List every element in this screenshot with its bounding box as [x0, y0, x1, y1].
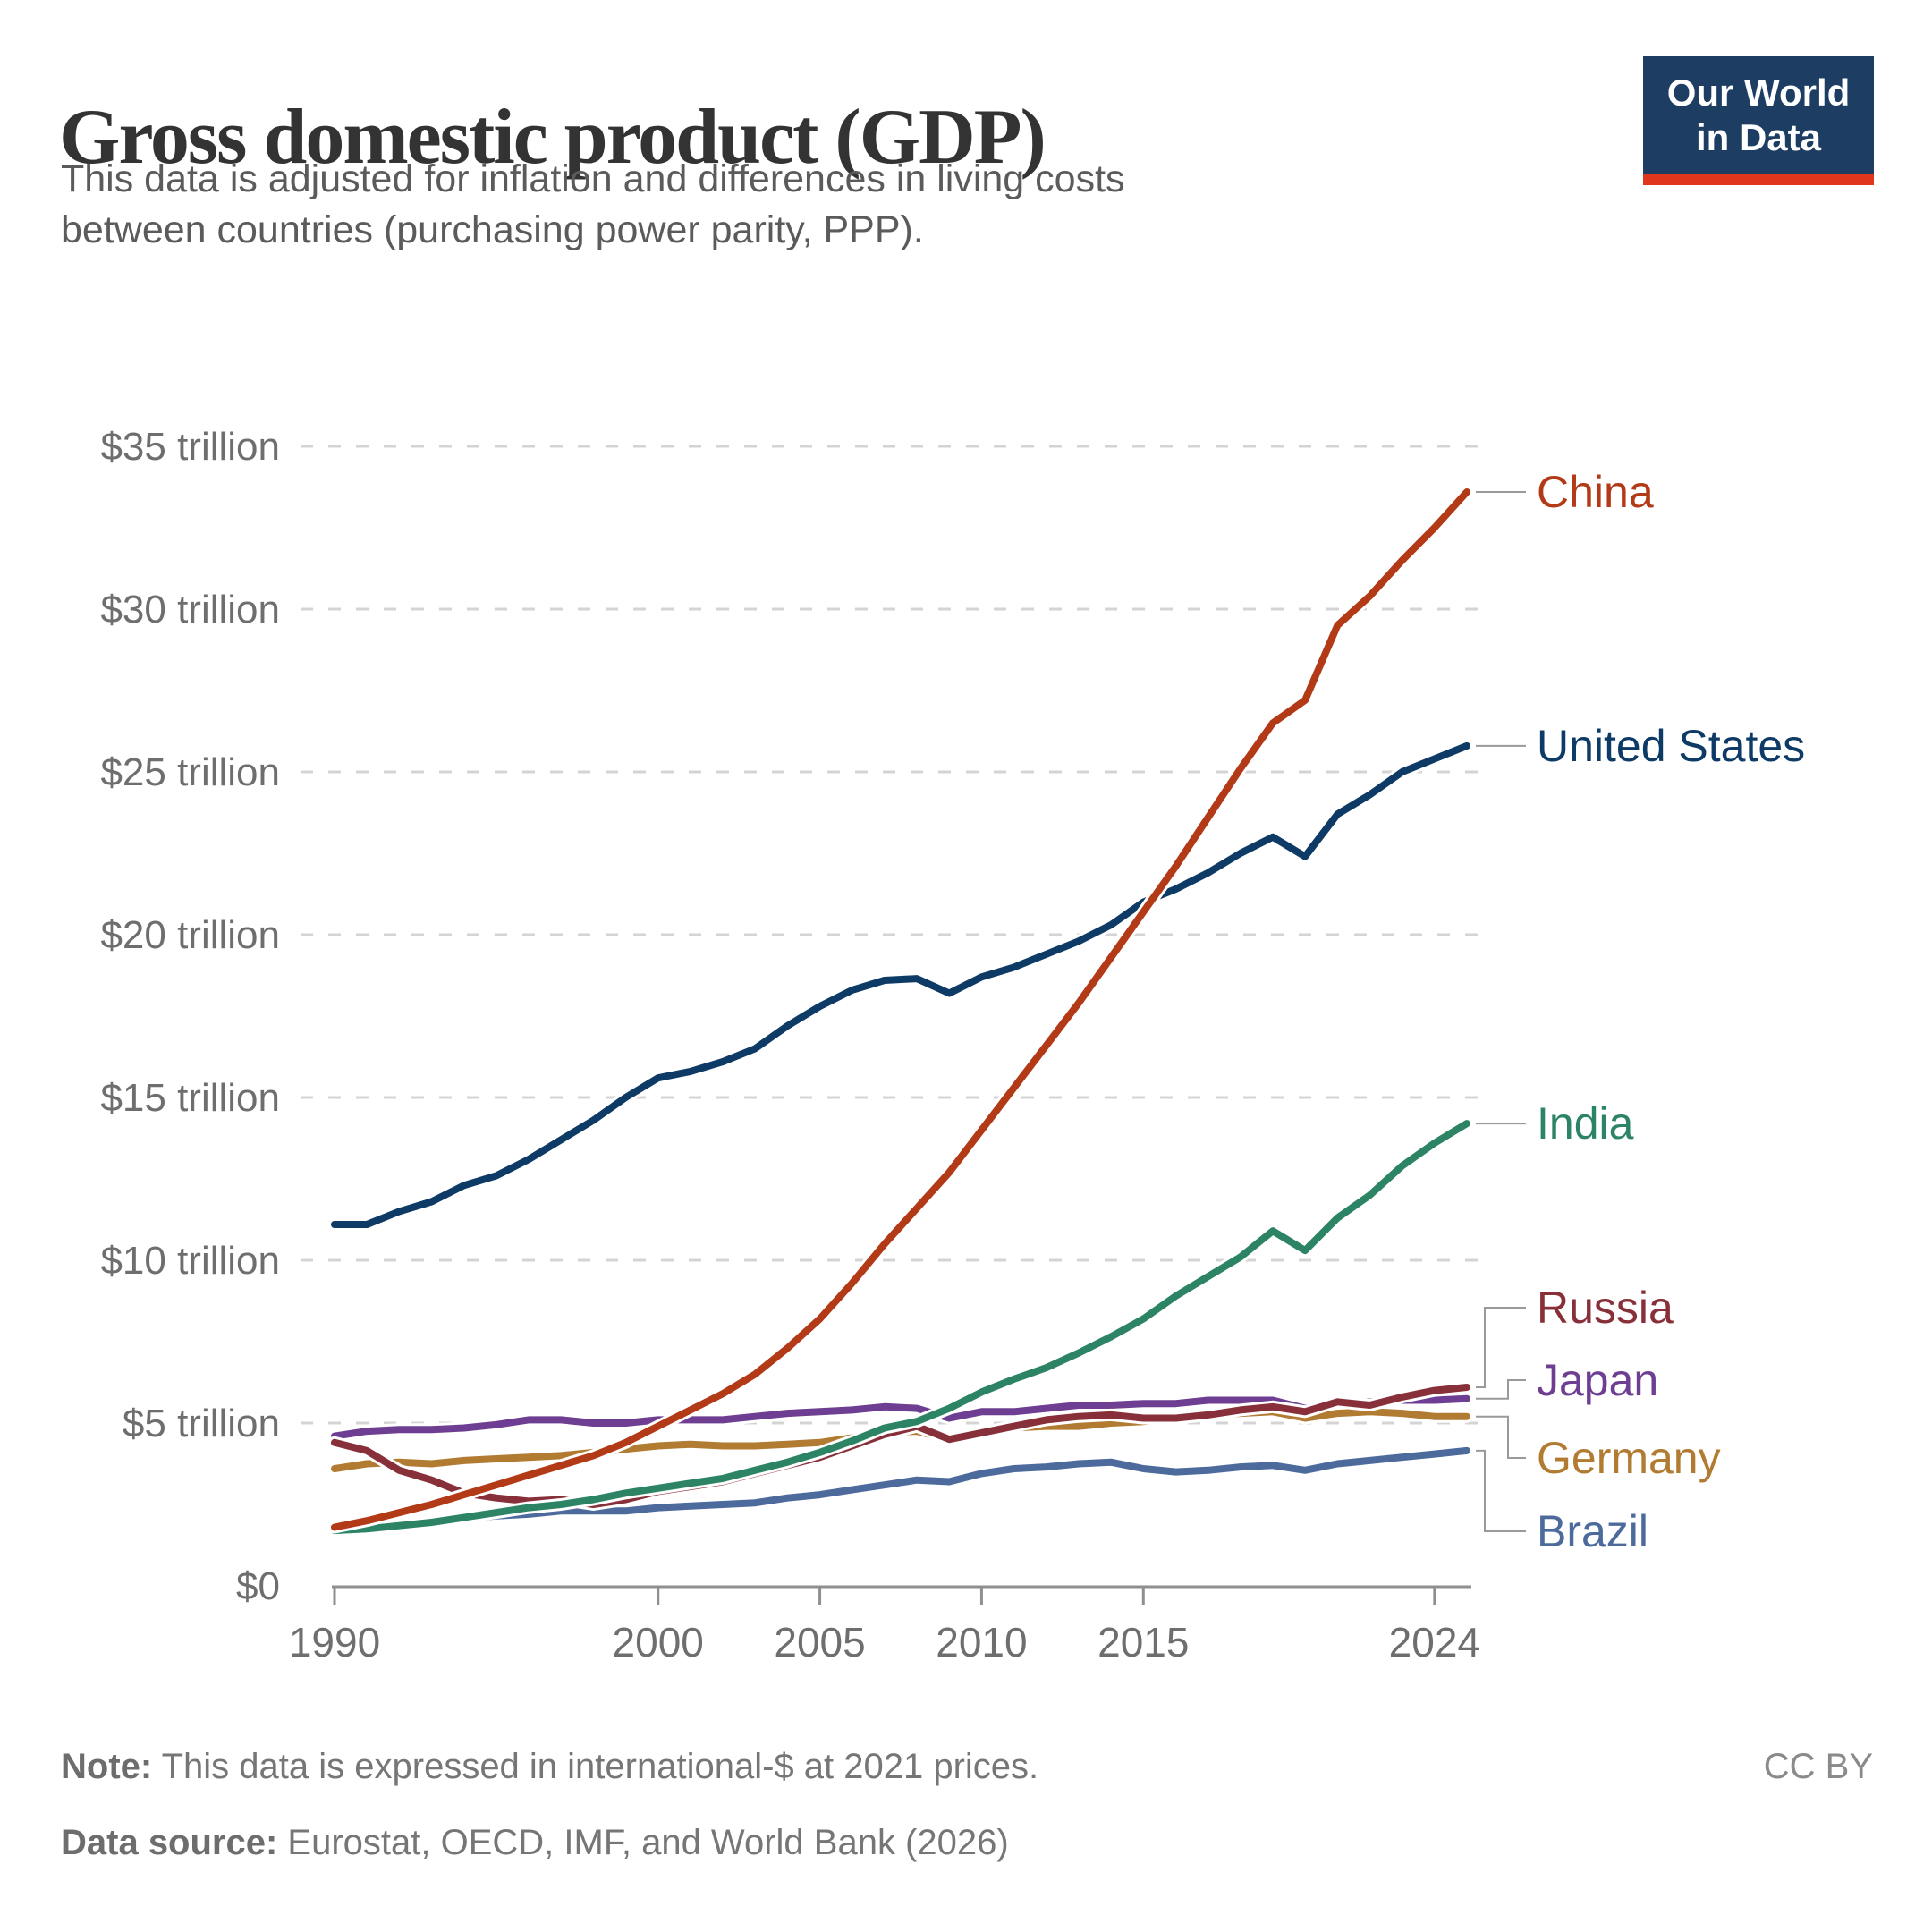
y-axis-label-10t: $10 trillion: [100, 1239, 280, 1283]
y-axis-label-30t: $30 trillion: [100, 588, 280, 631]
subtitle-line-1: This data is adjusted for inflation and …: [61, 157, 1125, 200]
footnote: Note: This data is expressed in internat…: [61, 1747, 1038, 1787]
line-casing-united-states: [328, 739, 1473, 1231]
source-text: Eurostat, OECD, IMF, and World Bank (202…: [277, 1823, 1009, 1862]
x-axis-label-1990: 1990: [289, 1619, 380, 1665]
chart-subtitle: This data is adjusted for inflation and …: [61, 154, 1402, 256]
x-axis-label-2000: 2000: [613, 1619, 704, 1665]
license-cc-by[interactable]: CC BY: [1763, 1747, 1873, 1786]
legend-label-united-states[interactable]: United States: [1537, 721, 1805, 771]
y-axis-label-25t: $25 trillion: [100, 750, 280, 794]
line-india[interactable]: [331, 1120, 1470, 1535]
line-china[interactable]: [331, 488, 1470, 1531]
logo-line-2: in Data: [1695, 116, 1822, 158]
y-axis-label-15t: $15 trillion: [100, 1076, 280, 1120]
legend-connector-japan: [1476, 1379, 1526, 1400]
legend-connector-brazil: [1476, 1449, 1526, 1532]
note-label: Note:: [61, 1747, 153, 1786]
line-united-states[interactable]: [331, 741, 1470, 1228]
legend-label-japan[interactable]: Japan: [1537, 1355, 1658, 1405]
legend-label-russia[interactable]: Russia: [1537, 1283, 1674, 1333]
y-axis-label-0t: $0: [236, 1564, 280, 1608]
legend-label-india[interactable]: India: [1537, 1098, 1634, 1148]
x-axis-label-2005: 2005: [774, 1619, 865, 1665]
source-label: Data source:: [61, 1823, 278, 1862]
y-axis-label-35t: $35 trillion: [100, 425, 280, 469]
legend-label-germany[interactable]: Germany: [1537, 1433, 1721, 1483]
line-casing-china: [328, 486, 1473, 1534]
y-axis-label-20t: $20 trillion: [100, 913, 280, 957]
owid-logo[interactable]: Our World in Data: [1643, 56, 1874, 185]
subtitle-line-2: between countries (purchasing power pari…: [61, 208, 924, 251]
legend-connector-germany: [1476, 1415, 1526, 1459]
legend-label-brazil[interactable]: Brazil: [1537, 1506, 1648, 1556]
legend-label-china[interactable]: China: [1537, 467, 1654, 517]
x-axis-label-2015: 2015: [1097, 1619, 1189, 1665]
logo-line-1: Our World: [1666, 72, 1851, 114]
y-axis-label-5t: $5 trillion: [123, 1402, 280, 1445]
data-source: Data source: Eurostat, OECD, IMF, and Wo…: [61, 1823, 1009, 1863]
x-axis-label-2010: 2010: [936, 1619, 1027, 1665]
legend-connector-russia: [1476, 1307, 1526, 1388]
x-axis-label-2024: 2024: [1389, 1619, 1480, 1665]
page-title: Gross domestic product (GDP): [59, 93, 1046, 181]
note-text: This data is expressed in international-…: [152, 1747, 1039, 1786]
